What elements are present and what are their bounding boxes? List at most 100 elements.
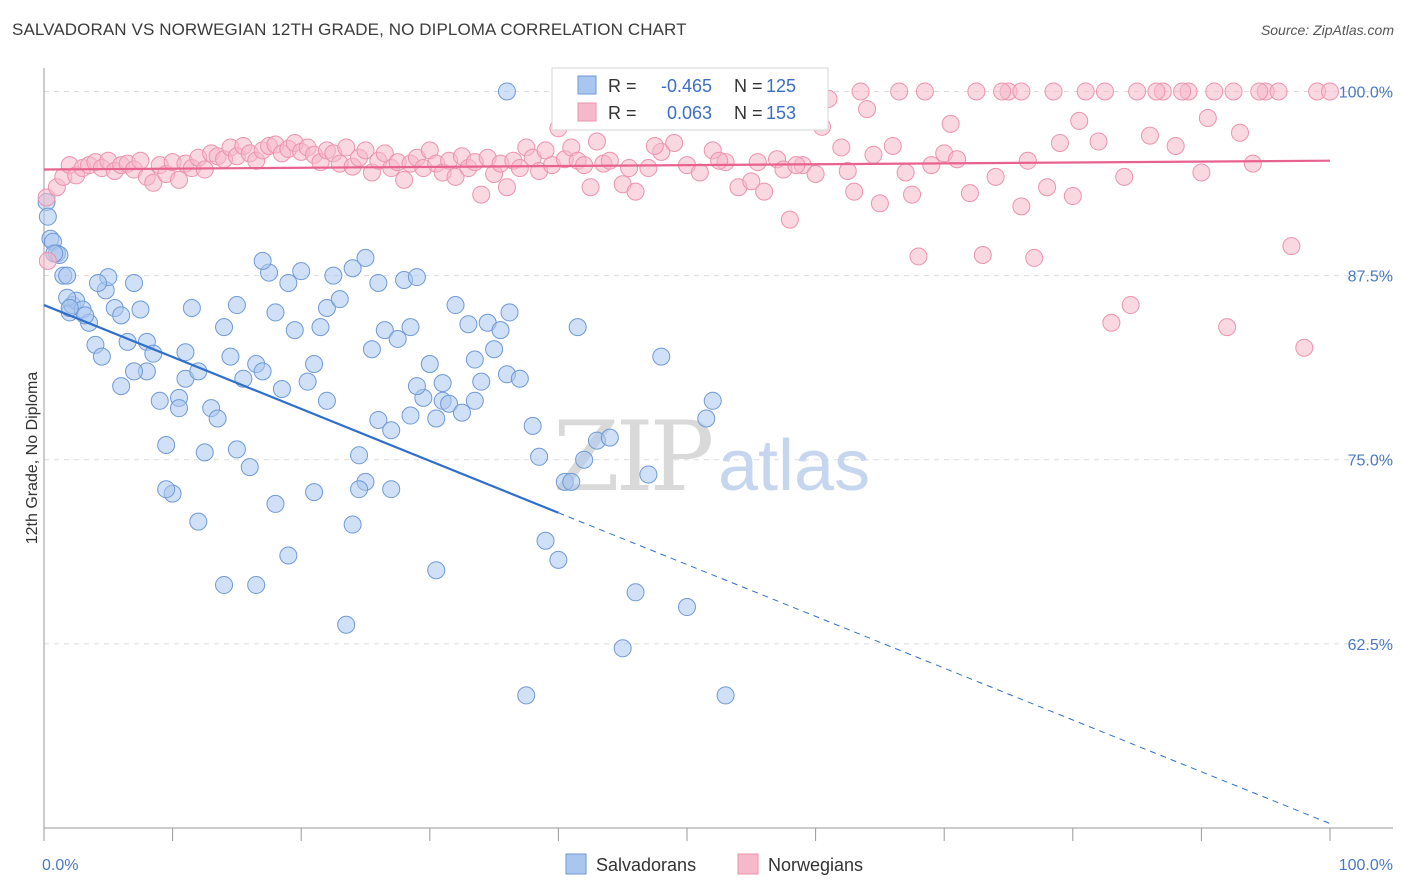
legend-n-value-norwegians: 153 xyxy=(766,103,796,123)
salvadoran-point-86 xyxy=(562,472,581,491)
salvadoran-point-107 xyxy=(170,399,189,418)
salvadoran-trend-line xyxy=(43,304,559,514)
salvadoran-point-1 xyxy=(38,207,57,226)
salvadoran-point-54 xyxy=(337,615,356,634)
salvadoran-point-44 xyxy=(272,380,291,399)
salvadoran-point-82 xyxy=(530,447,549,466)
grid xyxy=(44,90,1393,645)
salvadoran-point-15 xyxy=(92,347,111,366)
norwegian-point-111 xyxy=(896,163,915,182)
salvadoran-point-49 xyxy=(305,483,324,502)
norwegian-point-148 xyxy=(915,82,934,101)
source-label: Source: ZipAtlas.com xyxy=(1260,22,1394,38)
norwegian-point-47 xyxy=(337,138,356,157)
salvadoran-trend-extension xyxy=(558,512,1331,825)
salvadoran-point-36 xyxy=(221,347,240,366)
y-tick-labels: 100.0% 87.5% 75.0% 62.5% xyxy=(1339,84,1393,653)
norwegian-point-151 xyxy=(1018,151,1037,170)
salvadoran-point-34 xyxy=(208,409,227,428)
norwegian-point-72 xyxy=(497,178,516,197)
salvadoran-point-64 xyxy=(401,318,420,337)
norwegian-point-85 xyxy=(581,178,600,197)
salvadoran-point-7 xyxy=(58,266,77,285)
salvadoran-point-73 xyxy=(459,315,478,334)
norwegian-point-106 xyxy=(832,138,851,157)
norwegian-point-167 xyxy=(838,162,857,181)
salvadoran-point-116 xyxy=(279,273,298,292)
legend-r-value-norwegians: 0.063 xyxy=(667,103,712,123)
salvadoran-point-41 xyxy=(253,362,272,381)
y-tick-label-3: 62.5% xyxy=(1348,637,1393,654)
norwegian-point-164 xyxy=(748,153,767,172)
stats-legend: R = -0.465 N = 125 R = 0.063 N = 153 xyxy=(551,67,829,131)
legend-n-value-salvadorans: 125 xyxy=(766,76,796,96)
salvadoran-point-112 xyxy=(382,480,401,499)
legend-n-label-2: N = xyxy=(734,103,763,123)
salvadoran-point-87 xyxy=(568,318,587,337)
salvadoran-point-121 xyxy=(227,440,246,459)
salvadoran-point-101 xyxy=(247,575,266,594)
salvadoran-point-47 xyxy=(292,262,311,281)
salvadoran-point-120 xyxy=(176,343,195,362)
salvadoran-point-129 xyxy=(433,374,452,393)
salvadoran-point-98 xyxy=(716,686,735,705)
y-tick-label-0: 100.0% xyxy=(1339,84,1393,101)
norwegian-point-149 xyxy=(941,114,960,133)
salvadoran-point-127 xyxy=(253,251,272,270)
norwegian-point-156 xyxy=(1147,82,1166,101)
salvadoran-point-74 xyxy=(465,391,484,410)
salvadoran-point-128 xyxy=(401,406,420,425)
norwegian-point-17 xyxy=(144,173,163,192)
salvadoran-point-37 xyxy=(227,296,246,315)
legend-r-label: R = xyxy=(608,76,637,96)
norwegian-point-109 xyxy=(870,194,889,213)
salvadoran-point-61 xyxy=(382,421,401,440)
salvadoran-point-65 xyxy=(407,268,426,287)
salvadoran-point-114 xyxy=(465,350,484,369)
salvadoran-point-26 xyxy=(157,436,176,454)
salvadoran-point-71 xyxy=(446,296,465,315)
norwegian-point-95 xyxy=(690,163,709,182)
norwegian-point-64 xyxy=(446,167,465,186)
norwegian-point-152 xyxy=(1044,82,1063,101)
norwegian-point-86 xyxy=(587,132,606,151)
norwegian-point-56 xyxy=(395,170,414,189)
norwegian-point-138 xyxy=(1243,154,1262,173)
norwegian-point-146 xyxy=(851,82,870,101)
norwegian-point-132 xyxy=(1166,136,1185,155)
norwegian-point-153 xyxy=(1070,111,1089,130)
norwegian-point-15 xyxy=(131,151,150,170)
norwegian-trend-line xyxy=(43,159,1331,171)
salvadoran-point-111 xyxy=(350,480,369,499)
x-tick-label-left: 0.0% xyxy=(42,857,78,874)
norwegian-point-74 xyxy=(510,159,529,178)
norwegian-point-147 xyxy=(890,82,909,101)
stats-legend-box xyxy=(551,67,829,131)
norwegian-point-155 xyxy=(1121,296,1140,315)
salvadoran-point-123 xyxy=(343,259,362,278)
norwegian-point-125 xyxy=(1076,82,1095,101)
salvadoran-point-62 xyxy=(388,329,407,348)
norwegian-point-150 xyxy=(967,82,986,101)
salvadoran-point-43 xyxy=(266,494,285,513)
norwegian-point-93 xyxy=(665,134,684,153)
norwegian-point-129 xyxy=(1128,82,1147,101)
salvadoran-point-52 xyxy=(324,266,343,285)
norwegian-point-166 xyxy=(864,145,883,164)
norwegian-points xyxy=(37,82,1339,357)
norwegian-point-21 xyxy=(170,170,189,189)
norwegian-point-160 xyxy=(1250,82,1269,101)
x-tick-label-right: 100.0% xyxy=(1339,857,1393,874)
norwegian-point-115 xyxy=(948,150,967,169)
norwegian-point-163 xyxy=(710,151,729,170)
trend-lines xyxy=(43,159,1331,825)
salvadoran-point-102 xyxy=(215,575,234,594)
salvadoran-point-104 xyxy=(112,377,131,396)
norwegian-point-130 xyxy=(1140,126,1159,145)
salvadoran-point-46 xyxy=(285,321,304,340)
norwegian-point-99 xyxy=(742,172,761,191)
norwegian-point-100 xyxy=(755,182,774,201)
series-legend-label-salvadorans: Salvadorans xyxy=(596,855,696,875)
salvadoran-point-70 xyxy=(440,394,459,413)
y-tick-label-2: 75.0% xyxy=(1348,453,1393,470)
